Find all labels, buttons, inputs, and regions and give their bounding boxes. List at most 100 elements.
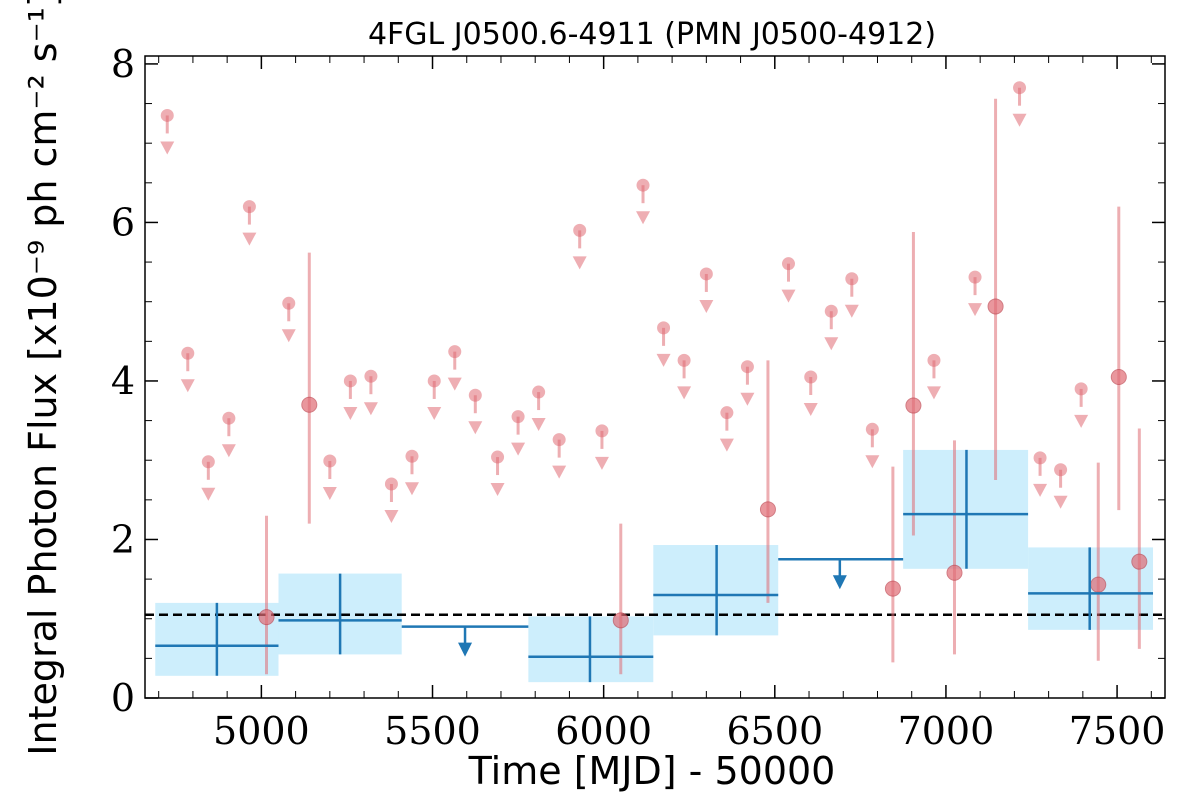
- fine-upper-limit-point: [1074, 382, 1088, 396]
- fine-upper-limit-point: [804, 370, 818, 384]
- fine-detection-point: [905, 397, 922, 414]
- fine-upper-limit-point: [491, 450, 505, 464]
- fine-upper-limit-arrow: [781, 289, 796, 303]
- fine-upper-limit-point: [781, 257, 795, 271]
- x-axis-label: Time [MJD] - 50000: [468, 749, 836, 793]
- x-tick-label: 7500: [1069, 709, 1166, 753]
- fine-upper-limit-arrow: [160, 141, 175, 155]
- fine-upper-limit-point: [1013, 81, 1027, 95]
- fine-upper-limit-point: [657, 321, 671, 335]
- fine-upper-limit-arrow: [740, 392, 755, 406]
- fine-upper-limit-arrow: [531, 418, 546, 432]
- fine-upper-limit-arrow: [926, 386, 941, 400]
- fine-upper-limit-arrow: [322, 487, 337, 501]
- fine-upper-limit-point: [699, 267, 713, 281]
- y-tick-label: 8: [111, 42, 135, 86]
- fine-upper-limit-point: [181, 346, 195, 360]
- x-tick-label: 7000: [898, 709, 995, 753]
- fine-upper-limit-arrow: [699, 299, 714, 313]
- x-tick-label: 5000: [213, 709, 310, 753]
- fine-detection-point: [258, 609, 275, 626]
- fine-upper-limit-arrow: [824, 337, 839, 351]
- fine-upper-limit-arrow: [1033, 483, 1048, 497]
- fine-upper-limit-point: [405, 449, 419, 463]
- fine-upper-limit-point: [552, 433, 566, 447]
- x-tick-label: 6500: [726, 709, 823, 753]
- fine-upper-limit-arrow: [201, 487, 216, 501]
- fine-detection-point: [884, 580, 901, 597]
- chart-title: 4FGL J0500.6-4911 (PMN J0500-4912): [368, 17, 936, 52]
- coarse-upper-limit-arrow: [458, 642, 473, 657]
- fine-upper-limit-point: [282, 296, 296, 310]
- y-tick-label: 4: [111, 359, 135, 403]
- fine-upper-limit-point: [1054, 463, 1068, 477]
- fine-upper-limit-point: [824, 304, 838, 318]
- fine-upper-limit-arrow: [1053, 495, 1068, 509]
- fine-upper-limit-arrow: [865, 455, 880, 469]
- fine-upper-limit-point: [927, 353, 941, 367]
- plot-frame: [144, 55, 1166, 699]
- fine-upper-limit-point: [595, 424, 609, 438]
- fine-upper-limit-arrow: [427, 406, 442, 420]
- x-tick-label: 6000: [555, 709, 652, 753]
- fine-upper-limit-arrow: [511, 442, 526, 456]
- fine-upper-limit-arrow: [180, 379, 195, 393]
- fine-detection-point: [946, 564, 963, 581]
- coarse-upper-limit-arrow: [832, 575, 847, 590]
- fine-detection-point: [759, 501, 776, 518]
- fine-upper-limit-point: [968, 270, 982, 284]
- fine-upper-limit-arrow: [384, 510, 399, 523]
- fine-upper-limit-arrow: [968, 303, 983, 317]
- fine-upper-limit-arrow: [719, 438, 734, 452]
- fine-upper-limit-point: [468, 388, 482, 402]
- fine-detection-point: [1110, 369, 1127, 385]
- fine-upper-limit-arrow: [343, 406, 358, 420]
- fine-upper-limit-point: [343, 374, 357, 388]
- fine-upper-limit-point: [532, 385, 546, 399]
- fine-upper-limit-arrow: [844, 304, 859, 318]
- fine-upper-limit-arrow: [1074, 414, 1089, 428]
- fine-upper-limit-point: [201, 455, 215, 469]
- fine-upper-limit-arrow: [636, 211, 651, 225]
- fine-upper-limit-point: [1033, 451, 1047, 465]
- y-tick-label: 6: [111, 200, 135, 244]
- fine-upper-limit-point: [573, 223, 587, 237]
- fine-upper-limit-arrow: [468, 421, 483, 435]
- fine-upper-limit-point: [384, 477, 398, 491]
- fine-detection-point: [301, 396, 318, 413]
- fine-upper-limit-point: [323, 454, 337, 468]
- plot-area: 5000 5500 6000 6500 7000 7500 0 2 4 6 8: [111, 42, 1166, 753]
- y-tick-label: 0: [111, 676, 135, 720]
- fine-upper-limit-arrow: [242, 232, 257, 246]
- fine-upper-limit-arrow: [677, 386, 692, 400]
- fine-detection-point: [987, 298, 1004, 315]
- x-tick-label: 5500: [384, 709, 481, 753]
- fine-upper-limit-point: [636, 178, 650, 192]
- fine-upper-limit-point: [222, 411, 236, 425]
- fine-upper-limit-arrow: [221, 444, 236, 458]
- fine-upper-limit-point: [720, 406, 734, 420]
- y-tick-label: 2: [111, 517, 135, 561]
- fine-upper-limit-point: [845, 272, 859, 286]
- fine-upper-limit-arrow: [1012, 113, 1027, 127]
- fine-detection-point: [1131, 553, 1148, 570]
- fine-upper-limit-point: [511, 410, 525, 424]
- fine-detection-point: [612, 612, 629, 629]
- fine-upper-limit-point: [160, 108, 174, 122]
- fine-upper-limit-point: [865, 422, 879, 436]
- fine-upper-limit-point: [242, 200, 256, 214]
- fine-upper-limit-arrow: [594, 456, 609, 470]
- fine-upper-limit-arrow: [803, 403, 818, 416]
- fine-upper-limit-arrow: [572, 256, 587, 270]
- fine-detection-point: [1090, 576, 1107, 593]
- fine-upper-limit-arrow: [447, 377, 462, 391]
- fine-upper-limit-arrow: [281, 329, 296, 343]
- fine-upper-limit-point: [427, 374, 441, 388]
- fine-upper-limit-point: [448, 345, 462, 359]
- fine-upper-limit-arrow: [490, 483, 505, 497]
- fine-upper-limit-point: [677, 353, 691, 367]
- fine-upper-limit-arrow: [404, 482, 419, 496]
- fine-upper-limit-arrow: [552, 465, 567, 479]
- fine-upper-limit-arrow: [656, 353, 671, 367]
